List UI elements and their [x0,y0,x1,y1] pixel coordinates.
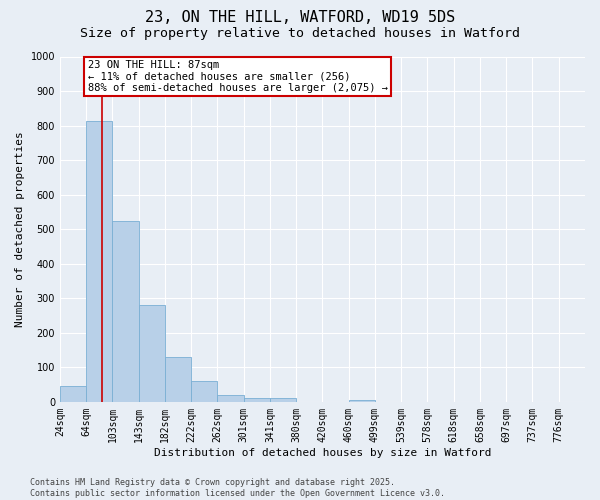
Bar [60,386,86,402]
Text: 23 ON THE HILL: 87sqm
← 11% of detached houses are smaller (256)
88% of semi-det: 23 ON THE HILL: 87sqm ← 11% of detached … [88,60,388,93]
Text: 23, ON THE HILL, WATFORD, WD19 5DS: 23, ON THE HILL, WATFORD, WD19 5DS [145,10,455,25]
X-axis label: Distribution of detached houses by size in Watford: Distribution of detached houses by size … [154,448,491,458]
Bar [112,220,139,402]
Bar [191,381,217,402]
Y-axis label: Number of detached properties: Number of detached properties [15,132,25,327]
Bar [270,398,296,402]
Text: Size of property relative to detached houses in Watford: Size of property relative to detached ho… [80,28,520,40]
Bar [349,400,375,402]
Bar [139,305,165,402]
Bar [86,121,112,402]
Bar [165,357,191,402]
Bar [217,395,244,402]
Bar [244,398,270,402]
Text: Contains HM Land Registry data © Crown copyright and database right 2025.
Contai: Contains HM Land Registry data © Crown c… [30,478,445,498]
